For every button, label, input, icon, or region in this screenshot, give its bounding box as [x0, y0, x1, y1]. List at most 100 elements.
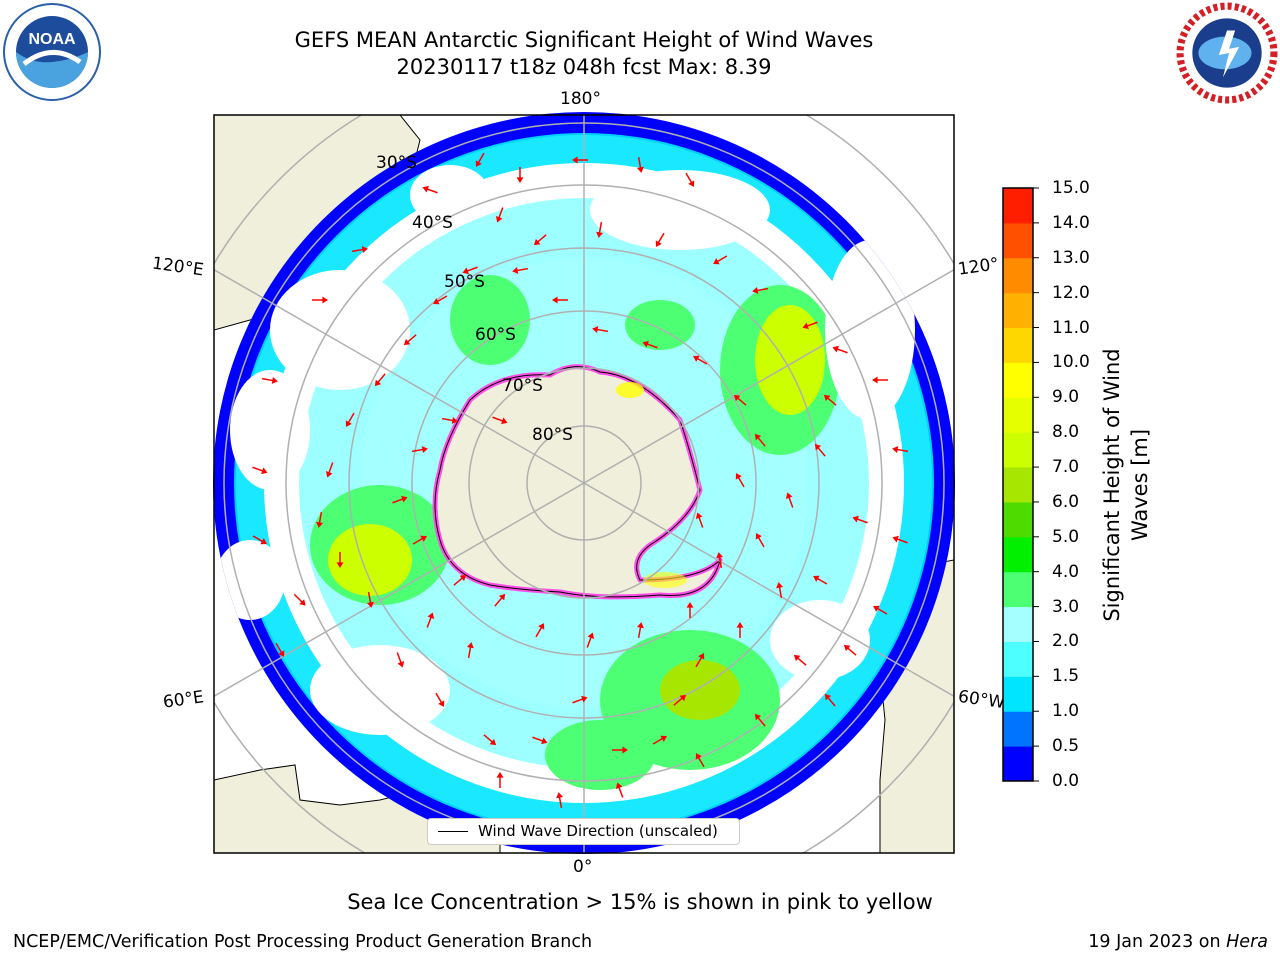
wave-direction-arrow-head	[459, 574, 467, 582]
wave-direction-arrow-head	[322, 296, 328, 304]
wave-direction-arrow-head	[422, 185, 429, 193]
wave-direction-arrow-head	[581, 695, 588, 703]
wave-direction-arrow-shaft	[347, 412, 355, 424]
wave-direction-arrow-head	[655, 240, 662, 247]
wave-direction-arrow-shaft	[572, 698, 584, 704]
lat-label-50s: 50°S	[444, 272, 485, 292]
colorbar-tick-label: 7.0	[1052, 457, 1080, 478]
wave-direction-arrow-shaft	[816, 577, 828, 585]
wave-direction-arrow-shaft	[737, 476, 745, 488]
chart-subtitle: 20230117 t18z 048h fcst Max: 8.39	[396, 55, 772, 79]
wave-direction-arrow-shaft	[377, 373, 386, 383]
colorbar-tick-label: 8.0	[1052, 422, 1080, 443]
wave-direction-arrow-head	[501, 417, 508, 425]
wave-direction-arrow-head	[695, 753, 702, 760]
colorbar-tick-label: 3.0	[1052, 596, 1080, 617]
colorbar-swatch	[1003, 746, 1033, 782]
colorbar-swatch	[1003, 222, 1033, 259]
wave-direction-arrow-shaft	[696, 357, 708, 365]
wave-direction-arrow-shaft	[453, 577, 463, 586]
wave-direction-arrow-head	[813, 575, 820, 582]
wave-direction-arrow-head	[814, 443, 822, 451]
wave-direction-arrow-head	[752, 286, 759, 294]
wave-direction-arrow-head	[278, 650, 285, 657]
colorbar-tick-label: 1.0	[1052, 701, 1080, 722]
wave-direction-arrow-head	[366, 601, 374, 608]
wave-direction-arrow-head	[374, 379, 382, 387]
footer-right: 19 Jan 2023 on Hera	[1088, 932, 1268, 952]
wave-direction-arrow-shaft	[498, 207, 504, 219]
wave-direction-arrow-head	[636, 622, 644, 629]
wave-direction-arrow-head	[824, 693, 832, 701]
wave-direction-arrow-head	[451, 416, 458, 424]
wave-direction-arrow-head	[420, 535, 427, 542]
wave-direction-arrow-shaft	[847, 647, 857, 656]
wave-direction-arrow-shaft	[537, 234, 547, 243]
wave-direction-arrow-shaft	[896, 448, 909, 453]
wave-direction-arrow-head	[538, 623, 545, 630]
wave-direction-arrow-head	[776, 582, 784, 589]
wave-direction-arrow-shaft	[778, 586, 783, 599]
colorbar	[1002, 187, 1039, 782]
graticule	[214, 115, 954, 853]
wave-direction-arrow-head	[361, 246, 368, 254]
wave-direction-arrow-head	[802, 322, 809, 330]
wave-direction-arrow-head	[433, 298, 440, 305]
wave-direction-arrow-head	[622, 746, 628, 754]
wave-direction-arrow-shaft	[477, 152, 485, 164]
wave-direction-arrow-head	[733, 394, 741, 402]
colorbar-tick-label: 6.0	[1052, 491, 1080, 512]
wave-direction-arrow-head	[325, 471, 333, 478]
colorbar-title-line1: Significant Height of Wind	[1100, 348, 1124, 622]
wave-direction-arrow-shaft	[407, 334, 417, 343]
colorbar-swatch	[1003, 676, 1033, 712]
wave-direction-arrow-shaft	[367, 591, 372, 604]
colorbar-tick-label: 4.0	[1052, 561, 1080, 582]
colorbar-tick-label: 13.0	[1052, 247, 1090, 268]
wave-direction-arrow-head	[533, 238, 541, 246]
wave-direction-arrow-head	[438, 700, 445, 707]
wave-direction-arrow-head	[516, 177, 524, 183]
wave-direction-arrow-head	[793, 654, 801, 662]
wave-direction-arrow-shaft	[698, 516, 704, 528]
wave-direction-arrow-shaft	[426, 188, 438, 194]
colorbar-tick-label: 9.0	[1052, 387, 1080, 408]
wave-direction-arrow-shaft	[817, 447, 826, 457]
colorbar-swatch	[1003, 641, 1033, 677]
colorbar-swatch	[1003, 432, 1033, 468]
colorbar-tick-label: 1.5	[1052, 666, 1080, 687]
wave-direction-arrow-head	[693, 355, 700, 362]
wave-direction-arrow-shaft	[532, 736, 544, 742]
wave-direction-arrow-shaft	[426, 616, 432, 628]
wave-direction-arrow-head	[316, 521, 324, 528]
wave-direction-arrow-head	[512, 266, 519, 274]
wave-direction-arrow-shaft	[737, 397, 747, 406]
wave-direction-arrow-shaft	[637, 156, 642, 169]
wave-direction-arrow-shaft	[618, 786, 624, 798]
wave-direction-arrow-head	[495, 216, 503, 223]
wave-direction-arrow-head	[636, 166, 644, 173]
wave-direction-arrow-shaft	[411, 448, 424, 453]
wave-direction-arrow-shaft	[586, 636, 592, 648]
wave-direction-arrow-shaft	[657, 232, 665, 244]
wave-direction-arrow-shaft	[396, 652, 402, 664]
wave-direction-arrow-shaft	[392, 498, 404, 504]
wave-direction-arrow-shaft	[652, 737, 664, 745]
wave-direction-arrow-head	[489, 738, 497, 746]
colorbar-swatch	[1003, 397, 1033, 433]
wave-direction-arrow-head	[498, 593, 506, 601]
wave-direction-arrow-shaft	[293, 593, 303, 603]
colorbar-swatch	[1003, 257, 1033, 294]
lat-label-70s: 70°S	[502, 376, 543, 396]
wave-direction-arrow-head	[345, 420, 352, 427]
colorbar-swatch	[1003, 467, 1033, 503]
lat-label-80s: 80°S	[532, 425, 573, 445]
colorbar-swatch	[1003, 327, 1033, 363]
noaa-logo-icon: NOAA	[3, 3, 101, 101]
colorbar-tick-label: 11.0	[1052, 317, 1090, 338]
colorbar-swatch	[1003, 571, 1033, 608]
wave-direction-arrow-head	[660, 735, 667, 742]
wave-direction-arrow-head	[686, 602, 694, 608]
wave-direction-arrow-head	[688, 180, 695, 187]
wave-direction-arrow-shaft	[494, 597, 503, 607]
